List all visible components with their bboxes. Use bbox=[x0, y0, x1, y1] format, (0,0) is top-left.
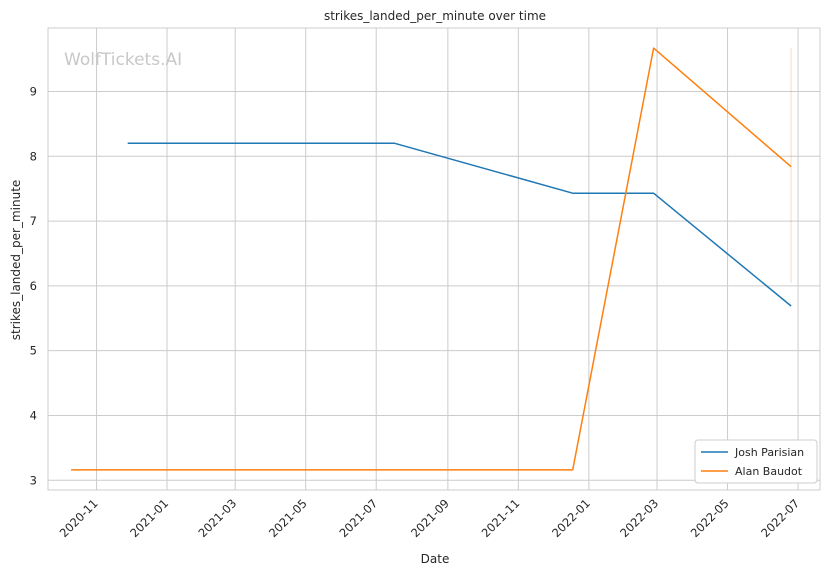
x-tick-label-0: 2020-11 bbox=[57, 496, 101, 540]
x-tick-label-3: 2021-05 bbox=[266, 496, 310, 540]
y-tick-label-5: 5 bbox=[30, 344, 37, 358]
series-layer bbox=[71, 47, 792, 471]
plot-frame bbox=[47, 27, 821, 491]
y-tick-label-3: 3 bbox=[30, 473, 37, 487]
legend: Josh Parisian Alan Baudot bbox=[694, 439, 818, 484]
chart-title: strikes_landed_per_minute over time bbox=[324, 9, 546, 23]
x-tick-labels: 2020-11 2021-01 2021-03 2021-05 2021-07 2021-… bbox=[57, 496, 802, 540]
grid bbox=[48, 28, 820, 490]
y-tick-label-6: 6 bbox=[30, 279, 37, 293]
x-tick-label-5: 2021-09 bbox=[408, 496, 452, 540]
y-axis-title: strikes_landed_per_minute bbox=[9, 180, 23, 341]
series-line-1 bbox=[71, 47, 792, 471]
x-tick-label-7: 2022-01 bbox=[549, 496, 593, 540]
x-tick-label-1: 2021-01 bbox=[127, 496, 171, 540]
legend-label-alan-baudot: Alan Baudot bbox=[735, 465, 803, 478]
x-tick-label-2: 2021-03 bbox=[195, 496, 239, 540]
x-tick-label-10: 2022-07 bbox=[758, 496, 802, 540]
x-axis-title: Date bbox=[421, 552, 450, 566]
x-tick-label-4: 2021-07 bbox=[336, 496, 380, 540]
legend-label-josh-parisian: Josh Parisian bbox=[734, 446, 804, 459]
y-tick-label-4: 4 bbox=[30, 408, 37, 422]
watermark: WolfTickets.AI bbox=[64, 50, 182, 70]
y-tick-label-8: 8 bbox=[30, 149, 37, 163]
legend-box bbox=[694, 439, 818, 484]
x-tick-label-6: 2021-11 bbox=[479, 496, 523, 540]
x-tick-label-9: 2022-05 bbox=[688, 496, 732, 540]
x-tick-label-8: 2022-03 bbox=[617, 496, 661, 540]
series-line-0 bbox=[127, 142, 792, 307]
y-tick-label-9: 9 bbox=[30, 85, 37, 99]
y-tick-labels: 3 4 5 6 7 8 9 bbox=[30, 85, 37, 488]
y-tick-label-7: 7 bbox=[30, 214, 37, 228]
